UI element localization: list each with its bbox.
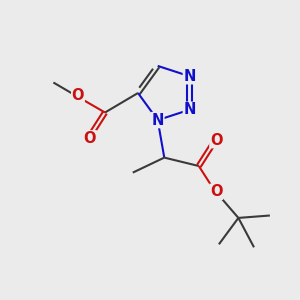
Text: O: O [210, 184, 222, 199]
Text: O: O [210, 133, 222, 148]
Text: N: N [183, 69, 196, 84]
Text: O: O [84, 131, 96, 146]
Text: N: N [183, 102, 196, 117]
Text: N: N [152, 112, 164, 128]
Text: O: O [72, 88, 84, 103]
